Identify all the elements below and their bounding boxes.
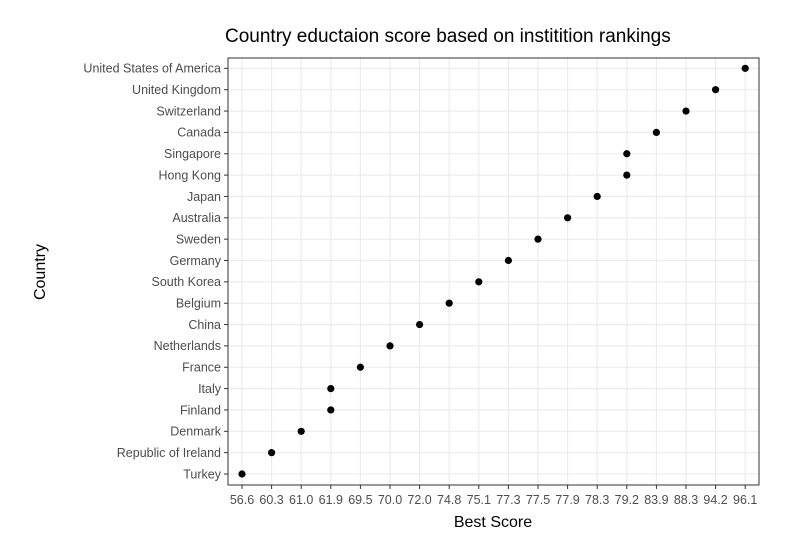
data-point (268, 449, 276, 457)
data-point (504, 256, 512, 265)
data-point (327, 406, 335, 414)
y-tick-label: Germany (170, 254, 222, 268)
y-tick-label: Turkey (183, 467, 221, 481)
y-tick-label: France (182, 361, 221, 375)
y-tick-label: Finland (180, 403, 221, 417)
data-point (386, 342, 394, 350)
y-tick-label: Denmark (170, 425, 221, 439)
x-tick-label: 60.3 (259, 493, 283, 507)
x-tick-label: 72.0 (407, 493, 431, 507)
data-point (741, 64, 749, 72)
x-tick-label: 83.9 (644, 493, 668, 507)
y-axis: Turkey Republic of Ireland Denmark Finland I… (83, 62, 228, 481)
x-tick-label: 61.9 (319, 493, 343, 507)
data-point (623, 171, 631, 179)
data-points (238, 64, 749, 478)
x-tick-label: 77.9 (555, 493, 579, 507)
y-tick-label: Switzerland (156, 104, 221, 118)
data-point (652, 128, 661, 136)
data-point (356, 363, 364, 371)
y-tick-label: Republic of Ireland (117, 446, 221, 460)
data-point (593, 192, 601, 201)
x-tick-label: 96.1 (733, 493, 757, 507)
x-tick-label: 94.2 (703, 493, 727, 507)
y-tick-label: Canada (177, 126, 221, 140)
y-tick-label: United Kingdom (132, 83, 221, 97)
y-tick-label: Singapore (164, 147, 221, 161)
data-point (475, 278, 483, 286)
x-tick-label: 69.5 (348, 493, 372, 507)
y-tick-label: China (188, 318, 221, 332)
plot-panel-border (227, 57, 760, 486)
x-tick-label: 61.0 (289, 493, 313, 507)
y-tick-label: South Korea (152, 275, 222, 289)
x-tick-label: 77.5 (526, 493, 550, 507)
data-point (445, 299, 453, 307)
y-tick-label: Japan (187, 190, 221, 204)
x-tick-label: 74.8 (437, 493, 461, 507)
y-tick-label: United States of America (83, 62, 221, 76)
data-point (416, 320, 424, 329)
y-tick-label: Sweden (176, 232, 221, 246)
x-tick-label: 78.3 (585, 493, 609, 507)
data-point (534, 235, 542, 243)
grid-lines (228, 58, 759, 485)
x-tick-label: 79.2 (615, 493, 639, 507)
y-tick-label: Netherlands (154, 339, 221, 353)
data-point (327, 385, 335, 393)
chart-title: Country eductaion score based on institi… (225, 26, 671, 47)
x-axis-title: Best Score (454, 514, 532, 531)
x-axis: 56.6 60.3 61.0 61.9 69.5 70.0 72.0 74.8 75.1 77.3… (230, 485, 757, 507)
y-tick-label: Italy (198, 382, 222, 396)
x-tick-label: 77.3 (496, 493, 520, 507)
y-tick-label: Belgium (176, 297, 221, 311)
y-tick-label: Hong Kong (158, 168, 221, 182)
x-tick-label: 88.3 (674, 493, 698, 507)
data-point (712, 86, 720, 94)
x-tick-label: 56.6 (230, 493, 254, 507)
data-point (623, 150, 631, 158)
data-point (297, 427, 305, 435)
x-tick-label: 75.1 (467, 493, 491, 507)
y-tick-label: Australia (172, 211, 221, 225)
y-axis-title: Country (32, 244, 49, 300)
x-tick-label: 70.0 (378, 493, 402, 507)
data-point (564, 214, 572, 222)
data-point (238, 470, 246, 478)
data-point (682, 107, 690, 115)
